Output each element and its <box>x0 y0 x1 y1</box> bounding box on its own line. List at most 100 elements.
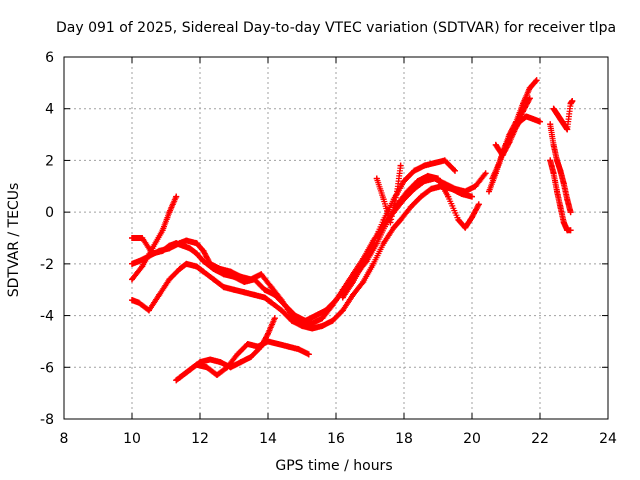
y-tick-label: 2 <box>45 153 54 169</box>
x-tick-label: 14 <box>259 431 277 447</box>
data-point <box>214 372 220 379</box>
data-point <box>554 157 560 164</box>
data-point <box>445 193 452 200</box>
data-point <box>567 209 574 216</box>
data-point <box>173 193 180 200</box>
data-point <box>530 116 537 123</box>
data-point <box>309 325 316 332</box>
data-point <box>166 276 173 283</box>
data-point <box>339 294 346 301</box>
data-point <box>237 359 244 366</box>
data-point <box>431 160 438 167</box>
data-point <box>220 284 227 291</box>
data-point <box>173 240 180 247</box>
data-point <box>452 167 458 174</box>
data-point <box>557 167 564 174</box>
x-tick-label: 22 <box>531 431 549 447</box>
series-track-14 <box>550 97 576 133</box>
data-point <box>159 247 166 254</box>
data-point <box>397 162 404 169</box>
data-point <box>139 235 146 241</box>
data-point <box>197 359 203 366</box>
data-point <box>241 278 248 285</box>
data-point <box>526 95 533 102</box>
data-point <box>159 227 166 234</box>
x-tick-label: 18 <box>395 431 413 447</box>
data-point <box>146 307 152 314</box>
data-point <box>554 188 560 195</box>
data-point <box>486 188 492 195</box>
data-point <box>258 343 265 350</box>
data-point <box>482 170 489 177</box>
data-point <box>469 214 475 221</box>
data-point <box>129 260 135 267</box>
data-point <box>472 183 479 190</box>
data-point <box>380 216 387 223</box>
data-point <box>411 167 418 174</box>
data-point <box>139 263 146 270</box>
data-point <box>475 201 482 208</box>
data-point <box>193 263 200 270</box>
data-point <box>462 224 469 231</box>
data-point <box>435 175 441 182</box>
data-point <box>557 203 564 210</box>
y-tick-label: 6 <box>45 50 54 66</box>
data-point <box>560 180 567 187</box>
data-point <box>387 219 394 226</box>
data-point <box>569 97 576 104</box>
data-point <box>360 278 367 285</box>
data-point <box>547 157 554 164</box>
data-point <box>380 196 387 203</box>
data-point <box>183 237 190 244</box>
data-point <box>333 297 339 304</box>
data-point <box>271 315 278 322</box>
series-track-3 <box>129 172 482 324</box>
data-point <box>200 247 207 254</box>
data-point <box>370 260 377 267</box>
data-point <box>135 258 142 265</box>
x-tick-label: 20 <box>463 431 481 447</box>
data-point <box>271 291 278 298</box>
data-point <box>258 271 265 278</box>
data-point <box>129 235 135 241</box>
data-point <box>156 291 163 298</box>
data-point <box>166 209 173 216</box>
data-point <box>251 291 258 298</box>
data-point <box>193 240 200 247</box>
data-point <box>496 160 503 167</box>
data-point <box>129 297 135 304</box>
series-track-7 <box>339 157 458 301</box>
y-tick-label: -8 <box>40 412 54 428</box>
x-tick-label: 8 <box>60 431 69 447</box>
data-point <box>295 346 302 353</box>
x-tick-labels: 8 10 12 14 16 18 20 22 24 <box>60 431 617 447</box>
series-track-13 <box>547 157 574 234</box>
data-point <box>547 121 554 128</box>
data-point <box>217 359 224 366</box>
data-point <box>278 307 285 314</box>
y-tick-label: 4 <box>45 102 54 118</box>
y-tick-label: -2 <box>40 257 54 273</box>
data-point <box>564 126 571 133</box>
x-tick-label: 10 <box>123 431 141 447</box>
x-tick-label: 12 <box>191 431 209 447</box>
data-point <box>414 178 421 185</box>
data-point <box>176 266 183 273</box>
data-point <box>560 219 567 226</box>
data-point <box>220 271 227 278</box>
data-point <box>418 193 424 200</box>
data-point <box>350 278 356 285</box>
data-point <box>428 185 435 192</box>
chart-title: Day 091 of 2025, Sidereal Day-to-day VTE… <box>56 20 616 36</box>
data-point <box>567 227 574 234</box>
data-point <box>173 377 180 384</box>
y-tick-label: 0 <box>45 205 54 221</box>
data-point <box>268 284 275 291</box>
data-point <box>227 364 234 371</box>
data-point <box>135 299 142 306</box>
data-point <box>390 224 397 231</box>
data-point <box>554 110 560 117</box>
data-point <box>203 364 210 371</box>
series-track-6 <box>176 315 278 381</box>
